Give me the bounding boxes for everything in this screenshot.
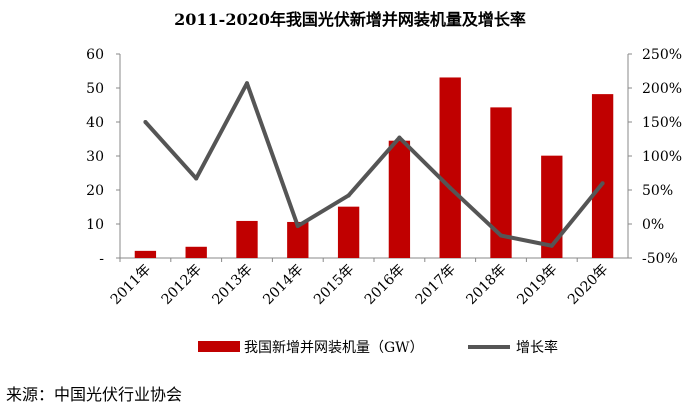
bar	[591, 94, 614, 259]
x-tick-label: 2015年	[311, 262, 357, 308]
x-tick-label: 2018年	[463, 262, 509, 308]
x-tick-label: 2011年	[108, 262, 154, 308]
right-tick-label: 50%	[642, 183, 673, 199]
left-tick-label: 40	[86, 115, 104, 131]
left-tick-label: 60	[86, 47, 104, 63]
line-point	[346, 193, 351, 198]
bar	[490, 107, 512, 258]
line-series	[143, 81, 605, 248]
legend: 我国新增并网装机量（GW） 增长率	[198, 339, 558, 356]
left-tick-label: 30	[86, 149, 104, 165]
bar	[337, 206, 360, 258]
legend-label-line: 增长率	[516, 339, 558, 356]
legend-label-bars: 我国新增并网装机量（GW）	[244, 340, 424, 356]
right-tick-label: -50%	[642, 251, 678, 267]
left-tick-label: 50	[86, 81, 104, 97]
bar-series	[134, 77, 614, 259]
line-point	[397, 135, 402, 140]
x-tick-label: 2013年	[209, 262, 255, 308]
bar	[134, 250, 157, 258]
chart-title: 2011-2020年我国光伏新增并网装机量及增长率	[174, 10, 526, 29]
line-point	[295, 224, 300, 229]
x-tick-label: 2019年	[514, 262, 560, 308]
legend-swatch-bars	[198, 341, 240, 352]
bar	[185, 246, 207, 258]
right-tick-label: 250%	[642, 47, 682, 63]
right-tick-label: 100%	[642, 149, 682, 165]
left-tick-label: 10	[86, 217, 104, 233]
left-tick-label: -	[99, 251, 104, 267]
right-tick-label: 0%	[642, 217, 664, 233]
x-tick-label: 2012年	[159, 262, 205, 308]
right-tick-label: 200%	[642, 81, 682, 97]
line-point	[448, 185, 453, 190]
x-tick-label: 2020年	[565, 262, 611, 308]
bar	[287, 221, 309, 258]
growth-rate-line	[143, 81, 605, 248]
x-tick-label: 2017年	[413, 262, 459, 308]
bar	[388, 140, 411, 258]
left-tick-label: 20	[86, 183, 104, 199]
source-note: 来源：中国光伏行业协会	[6, 385, 183, 404]
bar	[439, 77, 461, 259]
line-point	[143, 120, 148, 124]
right-tick-label: 150%	[642, 115, 682, 131]
line-point	[549, 243, 554, 248]
x-tick-label: 2014年	[260, 262, 306, 308]
bar	[236, 220, 258, 258]
line-point	[245, 81, 249, 86]
line-point	[194, 176, 199, 181]
axes: 60 50 40 30 20 10 - 250% 200% 150% 100% 50% 0% -50%	[86, 47, 682, 267]
bar	[541, 155, 563, 258]
line-point	[499, 233, 503, 238]
x-tick-labels: 2011年 2012年 2013年 2014年 2015年 2016年 2017年 2018年…	[108, 258, 611, 308]
line-point	[600, 181, 605, 186]
x-tick-label: 2016年	[362, 262, 408, 308]
